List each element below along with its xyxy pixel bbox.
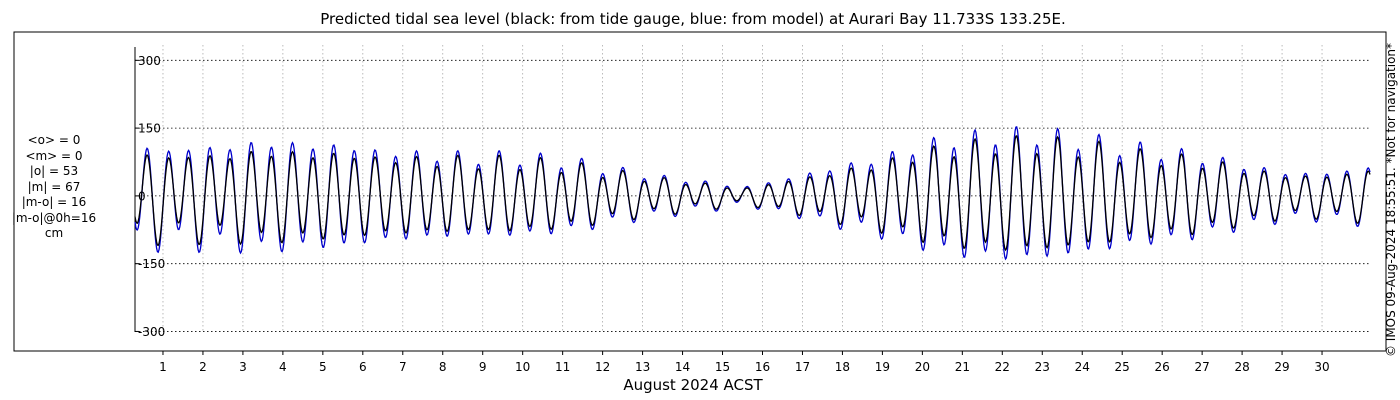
x-tick-label: 14 xyxy=(675,360,690,374)
x-tick-label: 2 xyxy=(199,360,207,374)
x-tick-label: 27 xyxy=(1194,360,1209,374)
x-tick-label: 1 xyxy=(159,360,167,374)
y-tick-label: -300 xyxy=(138,325,165,339)
x-tick-label: 5 xyxy=(319,360,327,374)
x-tick-label: 16 xyxy=(755,360,770,374)
outer-frame xyxy=(13,31,1387,352)
x-tick-label: 26 xyxy=(1155,360,1170,374)
x-tick-label: 6 xyxy=(359,360,367,374)
x-tick-label: 17 xyxy=(795,360,810,374)
x-tick-label: 13 xyxy=(635,360,650,374)
chart-title: Predicted tidal sea level (black: from t… xyxy=(320,10,1066,28)
x-tick-label: 7 xyxy=(399,360,407,374)
x-tick-label: 9 xyxy=(479,360,487,374)
x-tick-label: 11 xyxy=(555,360,570,374)
x-tick-label: 28 xyxy=(1234,360,1249,374)
x-ticks: 1 2 3 4 5 6 7 8 9 10 11 12 13 14 15 16 17 18 19 20 21 22 23 24 2… xyxy=(159,351,1330,374)
x-tick-label: 29 xyxy=(1274,360,1289,374)
y-tick-label: -150 xyxy=(138,257,165,271)
x-tick-label: 25 xyxy=(1115,360,1130,374)
x-tick-label: 12 xyxy=(595,360,610,374)
stat-abs-obs: |o| = 53 xyxy=(29,164,79,178)
x-tick-label: 3 xyxy=(239,360,247,374)
stat-mean-obs: <o> = 0 xyxy=(27,133,81,147)
x-tick-label: 8 xyxy=(439,360,447,374)
x-tick-label: 10 xyxy=(515,360,530,374)
x-tick-label: 22 xyxy=(995,360,1010,374)
stats-panel: <o> = 0 <m> = 0 |o| = 53 |m| = 67 |m-o| … xyxy=(0,133,108,242)
model-series-line xyxy=(134,126,1371,261)
gauge-series-line xyxy=(134,135,1371,252)
x-axis-label: August 2024 ACST xyxy=(623,376,763,394)
x-tick-label: 23 xyxy=(1035,360,1050,374)
x-tick-label: 24 xyxy=(1075,360,1090,374)
y-tick-label: 150 xyxy=(138,122,161,136)
credit-note: © IMOS 09-Aug-2024 18:55:51. *Not for na… xyxy=(1384,42,1398,358)
stat-unit: cm xyxy=(44,226,64,240)
grid xyxy=(135,45,1370,332)
x-tick-label: 15 xyxy=(715,360,730,374)
x-tick-label: 20 xyxy=(915,360,930,374)
y-tick-label: 300 xyxy=(138,54,161,68)
stat-abs-model: |m| = 67 xyxy=(27,179,81,194)
x-tick-label: 4 xyxy=(279,360,287,374)
stat-abs-diff: |m-o| = 16 xyxy=(21,195,87,209)
x-tick-label: 30 xyxy=(1314,360,1329,374)
x-tick-label: 18 xyxy=(835,360,850,374)
x-tick-label: 19 xyxy=(875,360,890,374)
stat-mean-model: <m> = 0 xyxy=(25,148,83,163)
stat-abs-diff-0h: |m-o|@0h=16 xyxy=(11,210,97,225)
x-tick-label: 21 xyxy=(955,360,970,374)
